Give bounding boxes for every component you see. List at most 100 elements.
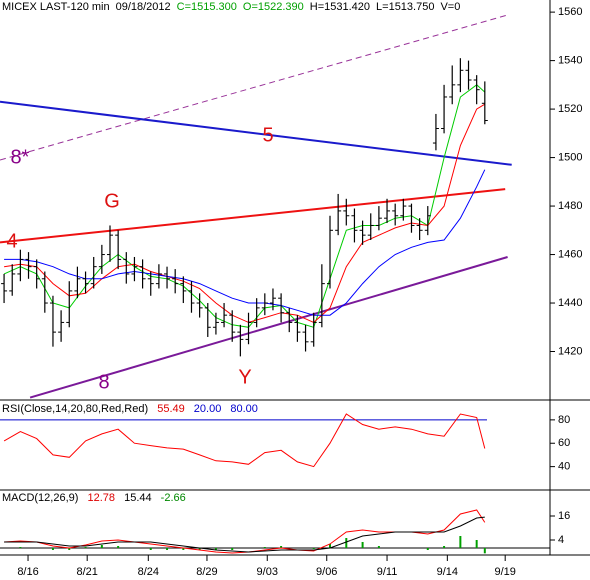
ohlc-bar xyxy=(74,266,81,299)
y-tick-label: 1420 xyxy=(558,345,582,357)
ohlc-bar xyxy=(212,312,219,335)
ohlc-bar xyxy=(164,266,171,289)
header-item: H=1531.420 xyxy=(309,1,371,13)
trendline xyxy=(29,256,508,399)
annotation: 4 xyxy=(6,230,17,252)
ohlc-bar xyxy=(196,293,203,318)
ohlc-bar xyxy=(188,281,195,313)
ohlc-bar xyxy=(155,264,162,289)
ohlc-bar xyxy=(49,295,56,347)
rsi-low: 20.00 xyxy=(193,403,222,415)
x-tick-label: 8/21 xyxy=(76,566,97,578)
ohlc-bar xyxy=(9,264,16,296)
ohlc-bar xyxy=(392,203,399,226)
ohlc-bar xyxy=(25,252,32,279)
ohlc-bar xyxy=(131,256,138,282)
ohlc-bar xyxy=(66,281,73,328)
ohlc-bar xyxy=(278,293,285,323)
header-item: C=1515.300 xyxy=(176,1,237,13)
y-tick-label: 1440 xyxy=(558,297,582,309)
ohlc-bar xyxy=(229,310,236,342)
ohlc-bar xyxy=(375,206,382,231)
ohlc-bar xyxy=(139,259,146,289)
ohlc-bar xyxy=(107,225,113,262)
signal-last: 15.44 xyxy=(124,492,152,504)
x-tick-label: 9/14 xyxy=(437,566,458,578)
ohlc-bar xyxy=(302,324,309,352)
price-header: MICEX LAST-120 min 09/18/2012 C=1515.300 O=… xyxy=(2,1,466,13)
ohlc-bar xyxy=(318,264,325,328)
ohlc-bar xyxy=(400,198,407,221)
ohlc-bar xyxy=(253,298,260,328)
macd-last: 12.78 xyxy=(87,492,116,504)
ohlc-bar xyxy=(424,206,431,236)
ohlc-bar xyxy=(172,269,179,294)
macd-header: MACD(12,26,9) 12.78 15.44 -2.66 xyxy=(2,492,192,504)
y-tick-label: 60 xyxy=(558,437,570,449)
trendline xyxy=(0,14,510,161)
header-item: MICEX LAST-120 min xyxy=(2,1,110,13)
ohlc-bar xyxy=(204,303,211,337)
ohlc-bar xyxy=(1,273,8,304)
trendline xyxy=(0,100,512,166)
y-tick-label: 4 xyxy=(558,534,564,546)
ohlc-bar xyxy=(359,220,366,245)
y-tick-label: 16 xyxy=(558,510,570,522)
ohlc-bar xyxy=(123,252,130,284)
ohlc-bar xyxy=(115,230,122,270)
x-tick-label: 8/24 xyxy=(138,566,159,578)
ohlc-bar xyxy=(465,60,472,90)
ohlc-bar xyxy=(416,218,423,240)
ohlc-bar xyxy=(310,312,317,347)
ohlc-bar xyxy=(367,213,374,240)
ohlc-bar xyxy=(286,307,293,333)
ohlc-bar xyxy=(473,75,480,105)
ohlc-bar xyxy=(221,303,228,328)
ohlc-bar xyxy=(90,256,97,289)
ohlc-bar xyxy=(432,113,439,151)
y-tick-label: 1480 xyxy=(558,200,582,212)
annotation: Y xyxy=(238,366,251,388)
annotation: 8 xyxy=(98,371,109,393)
macd-line xyxy=(4,516,485,553)
header-item: 09/18/2012 xyxy=(115,1,171,13)
ohlc-bar xyxy=(98,244,105,274)
ohlc-bar xyxy=(33,259,40,289)
rsi-header: RSI(Close,14,20,80,Red,Red) 55.49 20.00 … xyxy=(2,403,264,415)
x-tick-label: 9/19 xyxy=(494,566,515,578)
hist-last: -2.66 xyxy=(160,492,186,504)
ohlc-bar xyxy=(41,271,48,313)
ohlc-bar xyxy=(457,58,464,93)
trendline xyxy=(0,188,506,244)
x-tick-label: 8/29 xyxy=(196,566,217,578)
ohlc-bar xyxy=(351,208,358,243)
ohlc-bar xyxy=(269,288,276,311)
ohlc-bar xyxy=(237,324,244,357)
ohlc-bar xyxy=(180,276,187,304)
x-tick-label: 9/11 xyxy=(377,566,398,578)
x-tick-label: 8/16 xyxy=(17,566,38,578)
rsi-last: 55.49 xyxy=(157,403,185,415)
header-item: O=1522.390 xyxy=(242,1,304,13)
y-tick-label: 1520 xyxy=(558,103,582,115)
ohlc-bar xyxy=(294,315,301,342)
rsi-high: 80.00 xyxy=(230,403,258,415)
ohlc-bar xyxy=(245,312,252,345)
ohlc-bar xyxy=(384,198,391,224)
header-item: V=0 xyxy=(440,1,461,13)
annotation: 8* xyxy=(11,146,30,168)
annotation: G xyxy=(104,190,120,212)
ohlc-bar xyxy=(147,271,154,296)
moving-average xyxy=(4,103,486,323)
header-item: L=1513.750 xyxy=(376,1,435,13)
x-tick-label: 9/03 xyxy=(257,566,278,578)
ohlc-bar xyxy=(408,203,415,233)
ohlc-bar xyxy=(481,81,488,125)
y-tick-label: 40 xyxy=(558,461,570,473)
rsi-line xyxy=(3,413,486,468)
ohlc-bar xyxy=(17,249,24,282)
x-tick-label: 9/06 xyxy=(316,566,337,578)
ohlc-bar xyxy=(343,198,350,226)
